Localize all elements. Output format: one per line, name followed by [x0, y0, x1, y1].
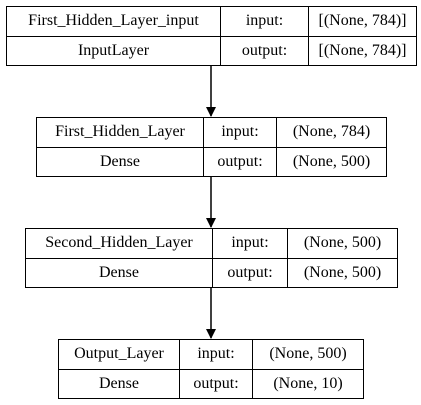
- output-shape: [(None, 784)]: [308, 35, 417, 66]
- layer-type: Dense: [58, 368, 180, 399]
- layer-node-input: First_Hidden_Layer_input input: [(None, …: [6, 6, 417, 66]
- output-label: output:: [179, 368, 253, 399]
- layer-type: InputLayer: [6, 35, 221, 66]
- output-label: output:: [203, 146, 277, 177]
- input-label: input:: [203, 117, 277, 148]
- input-shape: [(None, 784)]: [308, 6, 417, 37]
- input-shape: (None, 500): [287, 228, 398, 259]
- layer-node-output: Output_Layer input: (None, 500) Dense ou…: [58, 339, 364, 399]
- input-label: input:: [220, 6, 309, 37]
- layer-name: First_Hidden_Layer_input: [6, 6, 221, 37]
- layer-name: Second_Hidden_Layer: [25, 228, 213, 259]
- output-shape: (None, 500): [276, 146, 387, 177]
- output-label: output:: [212, 257, 288, 288]
- output-label: output:: [220, 35, 309, 66]
- layer-name: First_Hidden_Layer: [36, 117, 204, 148]
- layer-node-second-hidden: Second_Hidden_Layer input: (None, 500) D…: [25, 228, 398, 288]
- layer-type: Dense: [36, 146, 204, 177]
- layer-name: Output_Layer: [58, 339, 180, 370]
- input-label: input:: [212, 228, 288, 259]
- input-shape: (None, 784): [276, 117, 387, 148]
- layer-node-first-hidden: First_Hidden_Layer input: (None, 784) De…: [36, 117, 387, 177]
- input-label: input:: [179, 339, 253, 370]
- output-shape: (None, 500): [287, 257, 398, 288]
- input-shape: (None, 500): [252, 339, 364, 370]
- output-shape: (None, 10): [252, 368, 364, 399]
- layer-type: Dense: [25, 257, 213, 288]
